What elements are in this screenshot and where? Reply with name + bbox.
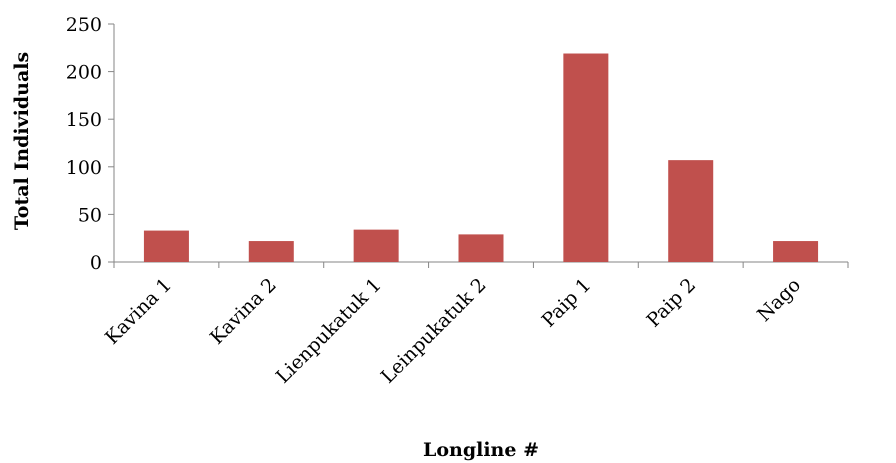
bar: [668, 160, 714, 262]
bar: [458, 234, 504, 262]
y-tick-label: 200: [66, 62, 102, 84]
x-tick-label: Kavina 1: [101, 274, 176, 349]
bar: [353, 229, 399, 262]
y-axis: [108, 23, 115, 263]
x-tick-label: Paip 2: [643, 274, 701, 332]
x-tick-label: Lienpukatuk 1: [272, 274, 386, 388]
y-tick-label: 250: [66, 14, 102, 36]
bar: [563, 53, 609, 263]
bar: [773, 241, 819, 262]
y-tick-label: 50: [78, 204, 102, 226]
x-axis-title: Longline #: [423, 439, 539, 461]
y-tick-label: 100: [66, 157, 102, 179]
x-tick-label: Kavina 2: [206, 274, 281, 349]
y-tick-label: 0: [90, 252, 102, 274]
bar: [248, 241, 294, 262]
x-tick-label: Leinpukatuk 2: [377, 274, 491, 388]
bars: [143, 53, 819, 263]
x-axis: [113, 261, 849, 268]
x-tick-label: Nago: [753, 274, 805, 326]
y-axis-title: Total Individuals: [11, 52, 33, 230]
y-tick-label: 150: [66, 109, 102, 131]
y-tick-labels: 0 50 100 150 200 250: [66, 14, 102, 274]
bar: [143, 230, 189, 262]
x-tick-label: Paip 1: [538, 274, 596, 332]
